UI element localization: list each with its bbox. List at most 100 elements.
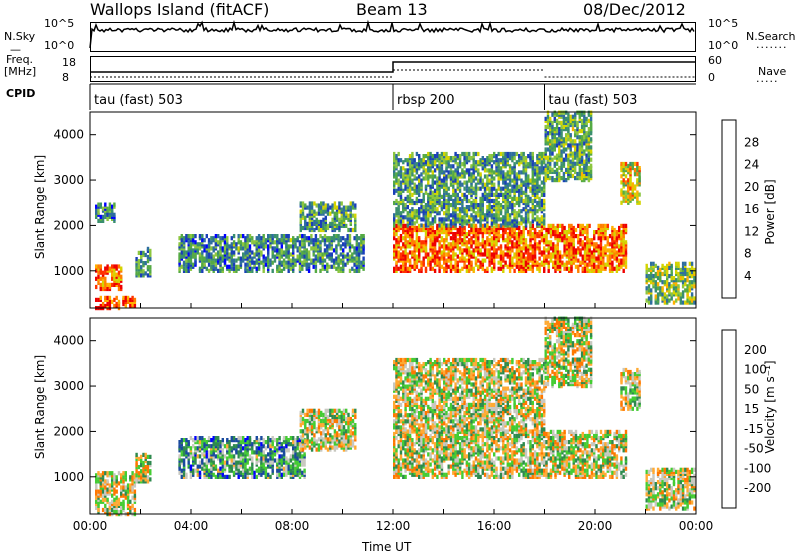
heatmap-cell xyxy=(353,262,356,267)
heatmap-cell xyxy=(315,211,318,216)
heatmap-cell xyxy=(583,149,586,154)
heatmap-cell xyxy=(629,170,632,175)
heatmap-cell xyxy=(633,192,637,197)
heatmap-cell xyxy=(597,244,600,249)
heatmap-cell xyxy=(583,159,586,164)
heatmap-cell xyxy=(554,250,557,255)
heatmap-cell xyxy=(454,196,457,201)
heatmap-cell xyxy=(504,172,507,177)
heatmap-cell xyxy=(595,268,598,273)
heatmap-cell xyxy=(210,252,213,257)
heatmap-cell xyxy=(431,236,434,241)
heatmap-cell xyxy=(578,153,581,158)
heatmap-cell xyxy=(108,295,112,300)
heatmap-cell xyxy=(504,230,507,235)
heatmap-cell xyxy=(508,268,512,273)
heatmap-cell xyxy=(511,234,514,239)
heatmap-cell xyxy=(513,156,516,161)
heatmap-cell xyxy=(140,254,143,260)
heatmap-cell xyxy=(555,176,559,181)
heatmap-cell xyxy=(661,271,664,277)
heatmap-cell xyxy=(458,164,462,169)
heatmap-cell xyxy=(248,234,252,239)
heatmap-cell xyxy=(544,155,547,160)
heatmap-cell xyxy=(362,266,365,271)
heatmap-cell xyxy=(429,242,432,247)
heatmap-cell xyxy=(429,151,432,157)
heatmap-cell xyxy=(230,258,233,263)
heatmap-cell xyxy=(454,232,457,237)
heatmap-cell xyxy=(562,137,566,142)
heatmap-cell xyxy=(106,471,109,476)
heatmap-cell xyxy=(406,234,409,239)
heatmap-cell xyxy=(593,230,596,235)
heatmap-cell xyxy=(104,214,107,219)
heatmap-cell xyxy=(230,250,233,255)
heatmap-cell xyxy=(493,151,496,157)
heatmap-cell xyxy=(624,223,628,228)
heatmap-cell xyxy=(189,254,193,259)
heatmap-cell xyxy=(440,166,444,171)
heatmap-cell xyxy=(490,192,494,197)
heatmap-cell xyxy=(533,217,537,222)
heatmap-cell xyxy=(230,266,233,271)
heatmap-cell xyxy=(124,471,127,476)
heatmap-cell xyxy=(502,234,505,239)
heatmap-cell xyxy=(219,250,222,255)
heatmap-cell xyxy=(479,162,482,167)
heatmap-cell xyxy=(567,176,570,181)
heatmap-cell xyxy=(583,262,587,267)
heatmap-cell xyxy=(661,263,664,268)
heatmap-cell xyxy=(411,166,414,171)
heatmap-cell xyxy=(583,151,586,156)
heatmap-cell xyxy=(395,219,398,224)
heatmap-cell xyxy=(452,156,455,161)
heatmap-cell xyxy=(445,156,448,161)
heatmap-cell xyxy=(545,248,548,253)
heatmap-cell xyxy=(433,188,437,193)
heatmap-cell xyxy=(693,267,696,272)
heatmap-cell xyxy=(262,258,265,263)
heatmap-cell xyxy=(262,264,265,269)
heatmap-cell xyxy=(438,234,441,239)
heatmap-cell xyxy=(524,211,528,216)
heatmap-cell xyxy=(565,178,568,183)
heatmap-cell xyxy=(328,242,331,247)
heatmap-cell xyxy=(406,230,409,235)
heatmap-cell xyxy=(242,252,245,257)
heatmap-cell xyxy=(431,248,434,253)
heatmap-cell xyxy=(402,203,405,208)
heatmap-cell xyxy=(688,300,692,305)
heatmap-cell xyxy=(223,236,227,241)
heatmap-cell xyxy=(113,491,116,496)
heatmap-cell xyxy=(431,217,434,222)
heatmap-cell xyxy=(276,236,279,241)
heatmap-cell xyxy=(393,266,396,271)
heatmap-cell xyxy=(133,493,137,498)
heatmap-cell xyxy=(493,176,496,181)
heatmap-cell xyxy=(418,192,421,197)
heatmap-cell xyxy=(353,256,356,261)
heatmap-cell xyxy=(95,297,98,302)
heatmap-cell xyxy=(593,236,596,241)
heatmap-cell xyxy=(406,182,409,187)
heatmap-cell xyxy=(126,295,130,300)
heatmap-cell xyxy=(436,176,439,181)
heatmap-cell xyxy=(422,154,425,159)
heatmap-cell xyxy=(115,278,118,283)
heatmap-cell xyxy=(246,250,249,255)
heatmap-cell xyxy=(499,207,503,212)
heatmap-cell xyxy=(681,261,685,266)
heatmap-cell xyxy=(497,207,500,212)
heatmap-cell xyxy=(415,232,419,237)
heatmap-cell xyxy=(574,176,577,181)
heatmap-cell xyxy=(690,298,694,303)
heatmap-cell xyxy=(569,151,572,156)
heatmap-cell xyxy=(558,110,561,115)
heatmap-cell xyxy=(111,499,114,504)
heatmap-cell xyxy=(395,223,398,228)
heatmap-cell xyxy=(104,276,107,281)
heatmap-cell xyxy=(111,481,114,486)
heatmap-cell xyxy=(556,234,559,239)
heatmap-cell xyxy=(536,178,539,183)
